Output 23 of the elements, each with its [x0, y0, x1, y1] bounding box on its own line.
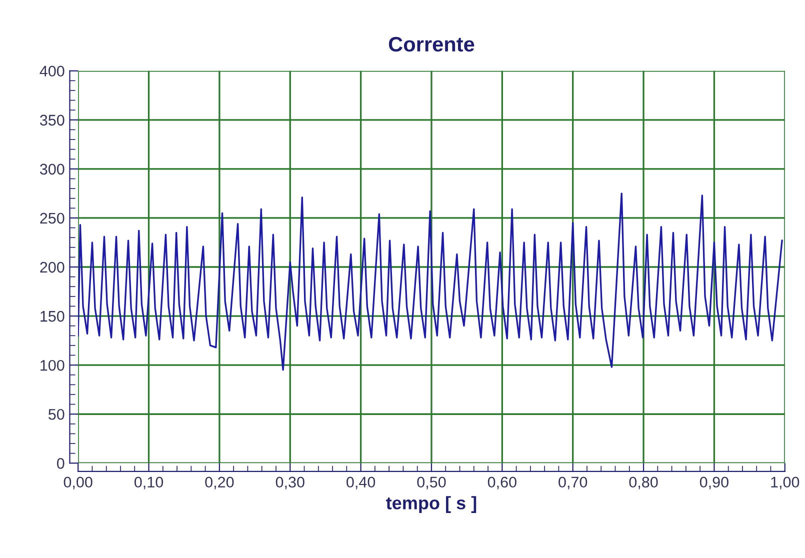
y-tick-label: 100	[40, 360, 64, 371]
y-tick-label: 400	[40, 66, 64, 77]
y-tick-label: 150	[40, 310, 64, 322]
x-tick-label: 0,30	[276, 476, 304, 490]
y-tick-label: 200	[40, 262, 64, 273]
x-axis-title: tempo [ s ]	[386, 496, 476, 513]
y-tick-label: 300	[40, 164, 64, 175]
y-tick-label: 350	[40, 114, 64, 126]
x-tick-label: 0,90	[700, 476, 728, 490]
x-tick-label: 0,20	[205, 476, 234, 490]
y-tick-label: 50	[48, 408, 64, 420]
y-tick-label: 250	[40, 212, 64, 224]
x-tick-label: 1,00	[771, 476, 800, 490]
y-tick-label: 0	[56, 458, 64, 469]
x-tick-label: 0,60	[488, 476, 516, 490]
x-tick-label: 0,80	[629, 476, 658, 490]
x-tick-label: 0,50	[417, 476, 446, 490]
chart-title: Corrente	[388, 36, 474, 52]
x-tick-label: 0,10	[134, 476, 164, 490]
x-tick-label: 0,00	[64, 476, 92, 490]
line-series	[78, 192, 783, 371]
x-tick-label: 0,40	[346, 476, 376, 490]
x-tick-label: 0,70	[558, 476, 588, 490]
